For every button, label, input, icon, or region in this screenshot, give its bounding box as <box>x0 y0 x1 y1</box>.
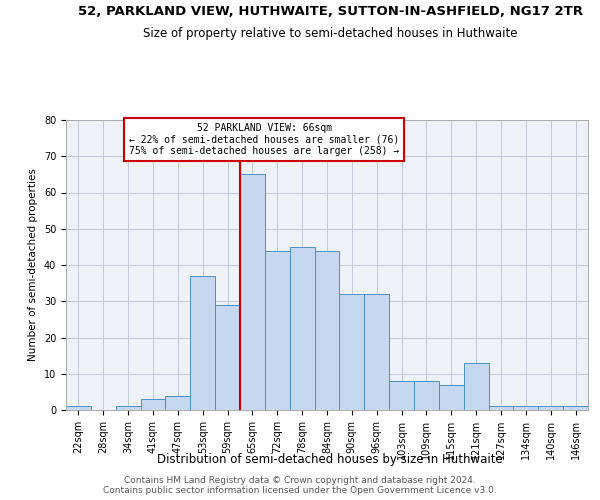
Bar <box>215 305 240 410</box>
Bar <box>514 406 538 410</box>
Text: 52, PARKLAND VIEW, HUTHWAITE, SUTTON-IN-ASHFIELD, NG17 2TR: 52, PARKLAND VIEW, HUTHWAITE, SUTTON-IN-… <box>77 5 583 18</box>
Bar <box>389 381 414 410</box>
Bar <box>116 406 140 410</box>
Bar <box>464 363 488 410</box>
Bar <box>340 294 364 410</box>
Bar <box>265 250 290 410</box>
Bar <box>414 381 439 410</box>
Bar <box>488 406 514 410</box>
Bar <box>563 406 588 410</box>
Bar <box>190 276 215 410</box>
Bar <box>439 384 464 410</box>
Text: 52 PARKLAND VIEW: 66sqm
← 22% of semi-detached houses are smaller (76)
75% of se: 52 PARKLAND VIEW: 66sqm ← 22% of semi-de… <box>129 123 400 156</box>
Bar <box>364 294 389 410</box>
Y-axis label: Number of semi-detached properties: Number of semi-detached properties <box>28 168 38 362</box>
Bar <box>140 399 166 410</box>
Bar <box>314 250 340 410</box>
Bar <box>66 406 91 410</box>
Text: Distribution of semi-detached houses by size in Huthwaite: Distribution of semi-detached houses by … <box>157 452 503 466</box>
Bar <box>166 396 190 410</box>
Text: Contains HM Land Registry data © Crown copyright and database right 2024.
Contai: Contains HM Land Registry data © Crown c… <box>103 476 497 495</box>
Bar <box>240 174 265 410</box>
Bar <box>290 247 314 410</box>
Text: Size of property relative to semi-detached houses in Huthwaite: Size of property relative to semi-detach… <box>143 28 517 40</box>
Bar <box>538 406 563 410</box>
